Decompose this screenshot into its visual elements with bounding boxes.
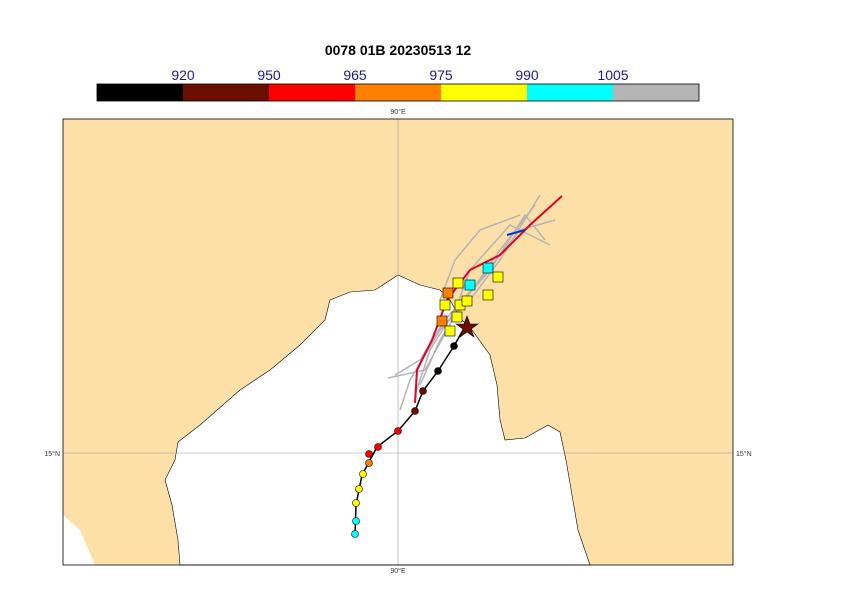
colorbar: 920 950 965 975 990 1005 [96, 67, 700, 102]
frame [62, 118, 734, 566]
colorbar-label: 975 [429, 67, 453, 83]
colorbar-label: 965 [343, 67, 367, 83]
colorbar-segment [269, 84, 355, 101]
forecast-positions [436, 262, 504, 337]
track [506, 229, 526, 236]
colorbar-segment [527, 84, 613, 101]
colorbar-label: 990 [515, 67, 539, 83]
colorbar-frame [96, 83, 700, 102]
lat-label: 15°N [44, 450, 60, 458]
lon-label: 90°E [390, 567, 406, 575]
colorbar-segment [97, 84, 183, 101]
sea [63, 515, 95, 565]
lon-label: 90°E [390, 108, 406, 116]
colorbar-label: 920 [171, 67, 195, 83]
lat-label: 15°N [736, 450, 752, 458]
map [62, 118, 734, 566]
colorbar-segment [441, 84, 527, 101]
colorbar-segment [613, 84, 699, 101]
colorbar-label: 950 [257, 67, 281, 83]
colorbar-segment [183, 84, 269, 101]
colorbar-segment [355, 84, 441, 101]
title: 0078 01B 20230513 12 [325, 42, 472, 58]
track-points [351, 315, 479, 538]
colorbar-label: 1005 [597, 67, 628, 83]
